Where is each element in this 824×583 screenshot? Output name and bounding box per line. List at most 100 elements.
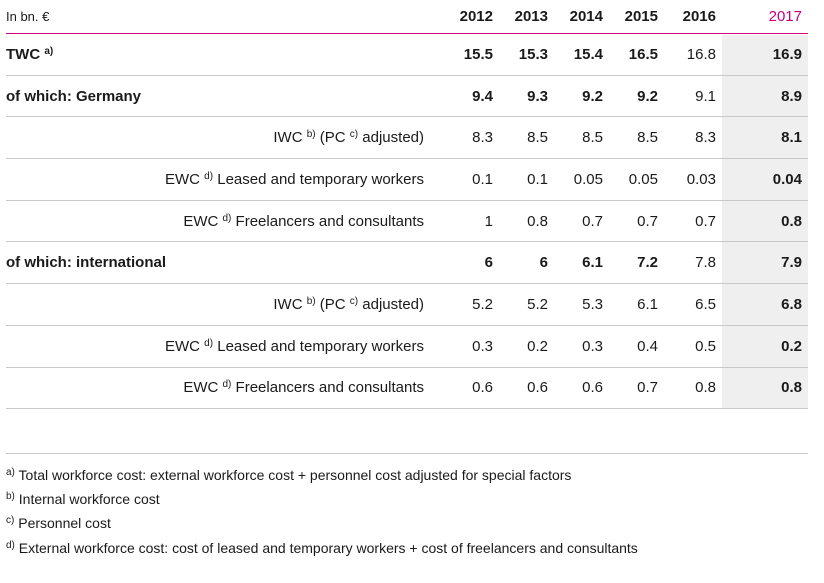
table-row: IWC b) (PC c) adjusted) 5.2 5.2 5.3 6.1 6.5 6.… — [6, 283, 808, 326]
value-cell: 16.8 — [664, 33, 722, 76]
footnote-mark: c) — [349, 295, 359, 307]
year-header: 2015 — [609, 0, 664, 34]
footnote-mark: c) — [349, 129, 359, 141]
value-cell: 0.8 — [499, 200, 554, 243]
label-text: Freelancers and consultants — [231, 379, 424, 397]
label-text: (PC — [315, 295, 350, 313]
value-cell: 8.3 — [442, 116, 499, 160]
value-cell: 8.5 — [499, 116, 554, 160]
year-header: 2014 — [554, 0, 609, 34]
row-label: TWC a) — [6, 33, 442, 76]
value-cell: 6.1 — [609, 283, 664, 326]
value-cell: 7.9 — [722, 241, 808, 285]
row-label: of which: Germany — [6, 75, 442, 118]
row-label: EWC d) Leased and temporary workers — [6, 158, 442, 201]
value-cell: 9.2 — [609, 75, 664, 118]
value-cell: 9.1 — [664, 75, 722, 118]
footnote-mark: d) — [6, 539, 15, 551]
value-cell: 0.04 — [722, 158, 808, 201]
value-cell: 8.5 — [609, 116, 664, 160]
value-cell: 0.2 — [499, 325, 554, 368]
footnote: a) Total workforce cost: external workfo… — [6, 463, 638, 487]
row-label: EWC d) Freelancers and consultants — [6, 367, 442, 410]
row-label: IWC b) (PC c) adjusted) — [6, 283, 442, 326]
table-row: EWC d) Freelancers and consultants 1 0.8 0.… — [6, 200, 808, 243]
value-cell: 0.03 — [664, 158, 722, 201]
table-row: EWC d) Leased and temporary workers 0.1 0.… — [6, 158, 808, 201]
value-cell: 8.3 — [664, 116, 722, 160]
label-text: of which: international — [6, 254, 166, 272]
value-cell: 16.5 — [609, 33, 664, 76]
value-cell: 15.5 — [442, 33, 499, 76]
value-cell: 0.2 — [722, 325, 808, 368]
footnote-text: External workforce cost: cost of leased … — [14, 539, 638, 556]
footnote-mark: d) — [204, 170, 214, 182]
footnote: d) External workforce cost: cost of leas… — [6, 536, 638, 560]
workforce-cost-table: In bn. € 2012 2013 2014 2015 2016 2017 T… — [6, 0, 808, 410]
value-cell: 0.6 — [499, 367, 554, 410]
value-cell: 8.9 — [722, 75, 808, 118]
value-cell: 0.8 — [722, 200, 808, 243]
year-header: 2012 — [442, 0, 499, 34]
footnote-text: Internal workforce cost — [14, 491, 160, 508]
value-cell: 0.7 — [554, 200, 609, 243]
footnote-mark: c) — [6, 515, 15, 527]
label-text: Freelancers and consultants — [231, 212, 424, 230]
value-cell: 0.1 — [499, 158, 554, 201]
value-cell: 5.2 — [499, 283, 554, 326]
value-cell: 6 — [499, 241, 554, 285]
value-cell: 9.2 — [554, 75, 609, 118]
value-cell: 0.8 — [664, 367, 722, 410]
table-row: EWC d) Leased and temporary workers 0.3 0.… — [6, 325, 808, 368]
table-row: of which: international 6 6 6.1 7.2 7.8 7.9 — [6, 241, 808, 285]
label-text: EWC — [183, 379, 223, 397]
label-text: (PC — [315, 129, 350, 147]
footnote-mark: b) — [6, 491, 15, 503]
label-text: EWC — [164, 170, 205, 188]
value-cell: 15.3 — [499, 33, 554, 76]
footnote-mark: d) — [222, 212, 232, 224]
value-cell: 5.3 — [554, 283, 609, 326]
value-cell: 6.1 — [554, 241, 609, 285]
value-cell: 0.8 — [722, 367, 808, 410]
value-cell: 6.8 — [722, 283, 808, 326]
value-cell: 15.4 — [554, 33, 609, 76]
value-cell: 0.05 — [609, 158, 664, 201]
footnote-mark: b) — [306, 129, 316, 141]
value-cell: 0.6 — [442, 367, 499, 410]
row-label: IWC b) (PC c) adjusted) — [6, 116, 442, 160]
value-cell: 8.1 — [722, 116, 808, 160]
footnote-mark: b) — [306, 295, 316, 307]
value-cell: 0.3 — [442, 325, 499, 368]
row-label: of which: international — [6, 241, 442, 285]
table-row: EWC d) Freelancers and consultants 0.6 0.6… — [6, 367, 808, 410]
footnote: c) Personnel cost — [6, 511, 638, 535]
row-label: EWC d) Leased and temporary workers — [6, 325, 442, 368]
footnote-separator — [6, 453, 808, 454]
label-text: IWC — [273, 295, 307, 313]
table-row: of which: Germany 9.4 9.3 9.2 9.2 9.1 8.9 — [6, 75, 808, 118]
value-cell: 9.4 — [442, 75, 499, 118]
value-cell: 1 — [442, 200, 499, 243]
unit-label: In bn. € — [6, 0, 442, 34]
value-cell: 0.7 — [664, 200, 722, 243]
label-text: adjusted) — [358, 295, 424, 313]
label-text: adjusted) — [358, 129, 424, 147]
value-cell: 0.7 — [609, 367, 664, 410]
value-cell: 9.3 — [499, 75, 554, 118]
footnote-mark: a) — [44, 45, 54, 57]
value-cell: 0.5 — [664, 325, 722, 368]
value-cell: 6.5 — [664, 283, 722, 326]
footnote-mark: d) — [204, 337, 214, 349]
year-header: 2016 — [664, 0, 722, 34]
footnote-text: Total workforce cost: external workforce… — [14, 467, 572, 483]
label-text: EWC — [183, 212, 223, 230]
label-text: Leased and temporary workers — [213, 337, 424, 355]
value-cell: 5.2 — [442, 283, 499, 326]
footnote-text: Personnel cost — [14, 515, 111, 532]
value-cell: 0.4 — [609, 325, 664, 368]
value-cell: 0.1 — [442, 158, 499, 201]
label-text: EWC — [164, 337, 205, 355]
year-header-highlight: 2017 — [722, 0, 808, 34]
footnote-mark: d) — [222, 379, 232, 391]
